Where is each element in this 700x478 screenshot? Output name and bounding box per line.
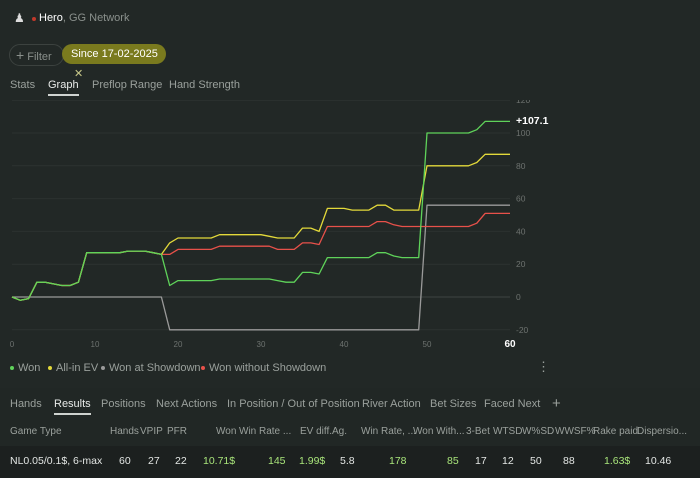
legend-label: Won at Showdown [109, 362, 201, 374]
col-rake-paid[interactable]: Rake paid [593, 426, 639, 437]
tab-preflop-range[interactable]: Preflop Range [92, 79, 163, 91]
legend-label: Won without Showdown [209, 362, 327, 374]
col-won-without[interactable]: Won With... [413, 426, 465, 437]
col-win-rate[interactable]: Win Rate ... [239, 426, 292, 437]
col-wsd[interactable]: W%SD [522, 426, 555, 437]
x-tick-label: 0 [10, 340, 15, 349]
tab-hand-strength[interactable]: Hand Strength [169, 79, 240, 91]
showdown-dot-icon [101, 366, 105, 371]
x-tick-label: 60 [504, 339, 516, 350]
y-tick-label: 0 [516, 292, 521, 302]
col-ev-diff[interactable]: EV diff. [300, 426, 333, 437]
col-wwsf[interactable]: WWSF% [555, 426, 596, 437]
col-hands[interactable]: Hands [110, 426, 139, 437]
tab-results[interactable]: Results [54, 398, 91, 415]
col-dispersion[interactable]: Dispersio... [637, 426, 688, 437]
cell-won-without: 85 [447, 455, 459, 467]
cell-vpip: 27 [148, 455, 160, 467]
cell-wtsd: 12 [502, 455, 514, 467]
cell-ev-diff: 1.99$ [299, 455, 326, 467]
y-tick-label: -20 [516, 325, 529, 335]
date-filter-chip[interactable]: Since 17-02-2025 ✕ [62, 44, 166, 80]
player-name: Hero, GG Network [39, 12, 129, 24]
legend-label: All-in EV [56, 362, 99, 374]
cell-win-rate: 145 [268, 455, 286, 467]
x-tick-label: 50 [423, 340, 432, 349]
col-3bet[interactable]: 3-Bet [466, 426, 490, 437]
tab-river-action[interactable]: River Action [362, 398, 421, 410]
add-filter-label: Filter [27, 51, 52, 63]
cell-pfr: 22 [175, 455, 187, 467]
add-filter-button[interactable]: + Filter [9, 44, 64, 66]
legend-all-in-ev[interactable]: All-in EV [48, 362, 98, 374]
tab-bet-sizes[interactable]: Bet Sizes [430, 398, 477, 410]
network-name: , GG Network [62, 12, 130, 24]
final-value-label: +107.1 [516, 115, 549, 127]
more-options-icon[interactable]: ⋮ [537, 359, 550, 374]
cell-ag: 5.8 [340, 455, 355, 467]
cell-rake-paid: 1.63$ [604, 455, 631, 467]
cell-game-type: NL0.05/0.1$, 6-max [10, 455, 103, 467]
table-row[interactable] [0, 446, 700, 478]
legend-won-at-showdown[interactable]: Won at Showdown [101, 362, 201, 374]
x-tick-label: 40 [340, 340, 349, 349]
series-line-won-without-showdown [11, 212, 510, 301]
series-line-won-at-showdown [12, 204, 510, 331]
x-tick-label: 20 [174, 340, 183, 349]
tab-positions[interactable]: Positions [101, 398, 146, 410]
won-dot-icon [10, 366, 14, 371]
tab-hands[interactable]: Hands [10, 398, 42, 410]
col-won[interactable]: Won [216, 426, 237, 437]
results-graph: 120 100 80 60 40 20 0 -20 0 10 20 30 40 50 60 [10, 100, 530, 350]
y-tick-label: 20 [516, 259, 526, 269]
legend-won-without-showdown[interactable]: Won without Showdown [201, 362, 326, 374]
close-icon[interactable]: ✕ [74, 68, 84, 80]
col-wtsd[interactable]: WTSD [493, 426, 523, 437]
y-tick-label: 80 [516, 161, 526, 171]
date-filter-label: Since 17-02-2025 [71, 48, 158, 60]
col-win-rate-2[interactable]: Win Rate, ... [361, 426, 417, 437]
y-tick-label: 120 [516, 100, 530, 105]
user-icon: ♟ [14, 11, 25, 25]
series-line-won [11, 120, 510, 301]
nonshowdown-dot-icon [201, 366, 205, 371]
tab-graph[interactable]: Graph [48, 79, 79, 96]
cell-wwsf: 88 [563, 455, 575, 467]
y-tick-label: 60 [516, 194, 526, 204]
cell-won: 10.71$ [203, 455, 236, 467]
tab-next-actions[interactable]: Next Actions [156, 398, 218, 410]
x-tick-label: 30 [257, 340, 266, 349]
col-game-type[interactable]: Game Type [10, 426, 62, 437]
col-ag[interactable]: Ag. [332, 426, 348, 437]
plus-icon: + [16, 47, 25, 63]
x-tick-label: 10 [91, 340, 100, 349]
col-pfr[interactable]: PFR [167, 426, 187, 437]
ev-dot-icon [48, 366, 52, 371]
cell-wsd: 50 [530, 455, 542, 467]
status-dot [32, 17, 36, 21]
legend-label: Won [18, 362, 41, 374]
tab-stats[interactable]: Stats [10, 79, 36, 91]
hero-name: Hero [39, 12, 63, 24]
cell-hands: 60 [119, 455, 131, 467]
add-tab-button[interactable]: + [552, 395, 561, 412]
legend-won[interactable]: Won [10, 362, 40, 374]
tab-faced-next[interactable]: Faced Next [484, 398, 541, 410]
cell-dispersion: 10.46 [645, 455, 672, 467]
col-vpip[interactable]: VPIP [140, 426, 163, 437]
cell-3bet: 17 [475, 455, 487, 467]
cell-win-rate-2: 178 [389, 455, 407, 467]
tab-in-position[interactable]: In Position / Out of Position [227, 398, 360, 410]
y-tick-label: 40 [516, 226, 526, 236]
y-tick-label: 100 [516, 128, 530, 138]
